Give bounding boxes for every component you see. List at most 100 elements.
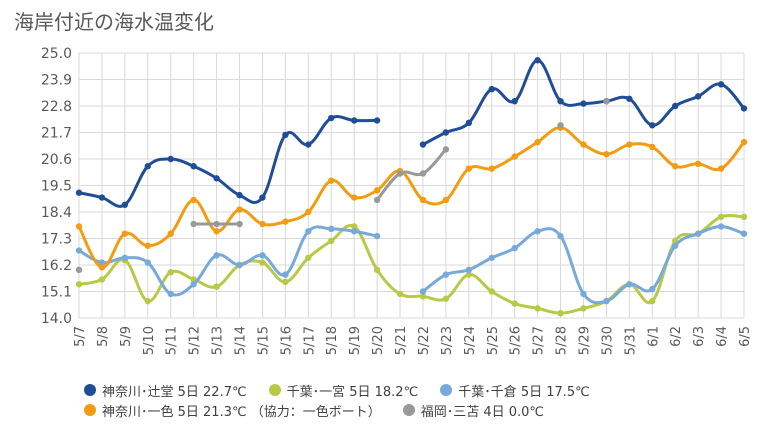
series-line-0 <box>77 115 379 208</box>
data-point-0 <box>213 175 220 182</box>
x-tick-label: 5/24 <box>463 326 478 355</box>
data-point-4 <box>75 266 83 274</box>
x-tick-label: 5/12 <box>188 326 203 355</box>
legend-label: 福岡･三苫 4日 0.0℃ <box>420 404 545 420</box>
legend-item: 千葉･千倉 5日 17.5℃ <box>440 381 590 400</box>
x-tick-label: 5/18 <box>325 326 340 355</box>
x-tick-label: 5/29 <box>577 326 592 355</box>
data-point-2 <box>259 252 266 259</box>
data-point-2 <box>190 281 197 288</box>
data-point-1 <box>649 297 656 305</box>
data-point-2 <box>167 290 174 298</box>
data-point-3 <box>580 141 587 148</box>
data-point-1 <box>373 266 381 274</box>
legend-label: 千葉･一宮 5日 18.2℃ <box>286 384 419 400</box>
data-point-1 <box>144 297 151 305</box>
data-point-3 <box>259 220 266 228</box>
data-point-3 <box>465 165 473 172</box>
x-tick-label: 6/5 <box>738 326 753 347</box>
data-point-3 <box>442 196 450 204</box>
data-point-3 <box>488 165 495 172</box>
data-point-0 <box>98 194 106 201</box>
data-point-4 <box>236 220 243 228</box>
legend-marker-icon <box>440 384 453 396</box>
data-point-3 <box>373 187 381 194</box>
data-point-3 <box>350 194 358 201</box>
chart-title: 海岸付近の海水温変化 <box>14 10 214 34</box>
data-point-3 <box>213 228 220 235</box>
x-tick-label: 5/8 <box>96 326 111 347</box>
y-tick-label: 17.3 <box>41 232 72 248</box>
data-point-2 <box>740 230 748 237</box>
data-point-1 <box>282 278 289 286</box>
data-point-2 <box>305 228 312 235</box>
legend-label: 神奈川･辻堂 5日 22.7℃ <box>102 384 247 400</box>
x-tick-label: 6/4 <box>715 326 730 347</box>
data-point-1 <box>465 271 473 278</box>
data-point-1 <box>98 276 106 283</box>
y-tick-label: 20.6 <box>41 152 72 168</box>
data-point-0 <box>144 163 151 170</box>
data-point-1 <box>167 269 174 276</box>
data-point-0 <box>626 95 633 102</box>
data-point-3 <box>190 196 197 204</box>
data-point-0 <box>580 100 587 107</box>
legend-row: 神奈川･辻堂 5日 22.7℃ 千葉･一宮 5日 18.2℃ 千葉･千倉 5日 17… <box>84 380 764 400</box>
data-point-4 <box>396 170 404 177</box>
data-point-3 <box>603 150 610 158</box>
data-point-2 <box>557 232 564 240</box>
series-line-3 <box>77 126 746 269</box>
x-tick-label: 5/20 <box>371 326 386 355</box>
legend-marker-icon <box>84 384 96 396</box>
data-point-3 <box>121 230 129 237</box>
data-point-1 <box>75 281 83 288</box>
data-point-3 <box>694 160 702 168</box>
legend-row: 神奈川･一色 5日 21.3℃ （協力：一色ボート） 福岡･三苫 4日 0.0℃ <box>84 400 764 420</box>
data-point-1 <box>259 259 266 266</box>
x-tick-label: 5/19 <box>348 326 363 355</box>
data-point-1 <box>557 309 564 317</box>
data-point-1 <box>511 300 518 307</box>
data-point-0 <box>75 189 83 196</box>
x-tick-label: 5/30 <box>600 326 615 355</box>
data-point-3 <box>649 143 656 151</box>
y-tick-label: 19.5 <box>41 179 72 195</box>
data-point-2 <box>282 271 289 278</box>
data-point-4 <box>442 146 450 153</box>
x-tick-label: 5/10 <box>142 326 157 355</box>
data-point-3 <box>419 196 427 204</box>
data-point-2 <box>626 281 633 288</box>
legend-item: 神奈川･一色 5日 21.3℃ （協力：一色ボート） <box>84 401 381 420</box>
legend-label: 千葉･千倉 5日 17.5℃ <box>458 384 590 400</box>
data-point-2 <box>717 223 725 230</box>
data-point-0 <box>649 122 656 129</box>
data-point-1 <box>740 213 748 221</box>
x-tick-label: 5/11 <box>165 326 180 355</box>
data-point-0 <box>190 163 197 170</box>
data-point-0 <box>259 194 266 201</box>
data-point-2 <box>236 261 243 269</box>
data-point-0 <box>236 191 243 199</box>
data-point-3 <box>167 230 174 237</box>
data-point-2 <box>213 252 220 259</box>
data-point-1 <box>580 305 587 312</box>
x-tick-label: 6/1 <box>646 326 661 347</box>
data-point-4 <box>603 97 610 105</box>
legend-item: 福岡･三苫 4日 0.0℃ <box>402 401 545 420</box>
data-point-1 <box>328 237 335 245</box>
x-tick-label: 6/3 <box>692 326 707 347</box>
data-point-0 <box>419 141 427 148</box>
data-point-0 <box>465 119 473 127</box>
legend-item: 神奈川･辻堂 5日 22.7℃ <box>84 381 247 400</box>
data-point-2 <box>580 290 587 298</box>
x-tick-label: 6/2 <box>669 326 684 347</box>
data-point-0 <box>740 105 748 112</box>
data-point-1 <box>488 288 495 295</box>
data-point-0 <box>282 131 289 139</box>
x-tick-label: 5/23 <box>440 326 455 355</box>
data-point-0 <box>350 117 358 124</box>
data-point-2 <box>328 225 335 233</box>
data-point-4 <box>557 122 564 129</box>
data-point-3 <box>511 153 518 160</box>
